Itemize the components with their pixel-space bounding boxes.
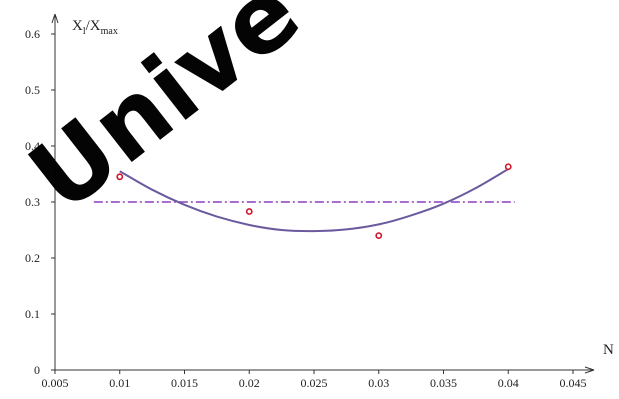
y-axis-title: Xl/Xmax xyxy=(72,18,118,37)
data-points xyxy=(116,163,512,239)
x-tick-label: 0.04 xyxy=(498,376,519,390)
x-axis-title: N xyxy=(603,342,614,358)
data-point xyxy=(245,208,253,215)
y-tick-label: 0.5 xyxy=(25,83,40,97)
y-tick-label: 0.2 xyxy=(25,251,40,265)
y-tick-label: 0.6 xyxy=(25,27,40,41)
y-tick-label: 0.3 xyxy=(25,195,40,209)
x-tick-label: 0.02 xyxy=(239,376,260,390)
data-point xyxy=(504,163,512,171)
watermark: Unive xyxy=(9,0,320,233)
data-point xyxy=(116,173,124,181)
y-ticks: 0 0.1 0.2 0.3 0.4 0.5 0.6 xyxy=(25,27,55,377)
x-tick-label: 0.03 xyxy=(368,376,389,390)
x-tick-label: 0.01 xyxy=(109,376,130,390)
x-ticks: 0.005 0.01 0.015 0.02 0.025 0.03 0.035 0.04 0.04… xyxy=(42,370,587,390)
x-tick-label: 0.025 xyxy=(301,376,328,390)
x-tick-label: 0.045 xyxy=(560,376,587,390)
x-tick-label: 0.005 xyxy=(42,376,69,390)
data-point xyxy=(375,232,383,239)
y-tick-label: 0.1 xyxy=(25,307,40,321)
x-tick-label: 0.035 xyxy=(430,376,457,390)
x-axis-arrow xyxy=(584,366,595,374)
trend-curve xyxy=(119,168,509,233)
y-tick-label: 0.4 xyxy=(25,139,40,153)
y-tick-label: 0 xyxy=(34,363,40,377)
x-tick-label: 0.015 xyxy=(171,376,198,390)
y-axis-arrow xyxy=(51,13,59,24)
axes xyxy=(51,13,595,374)
